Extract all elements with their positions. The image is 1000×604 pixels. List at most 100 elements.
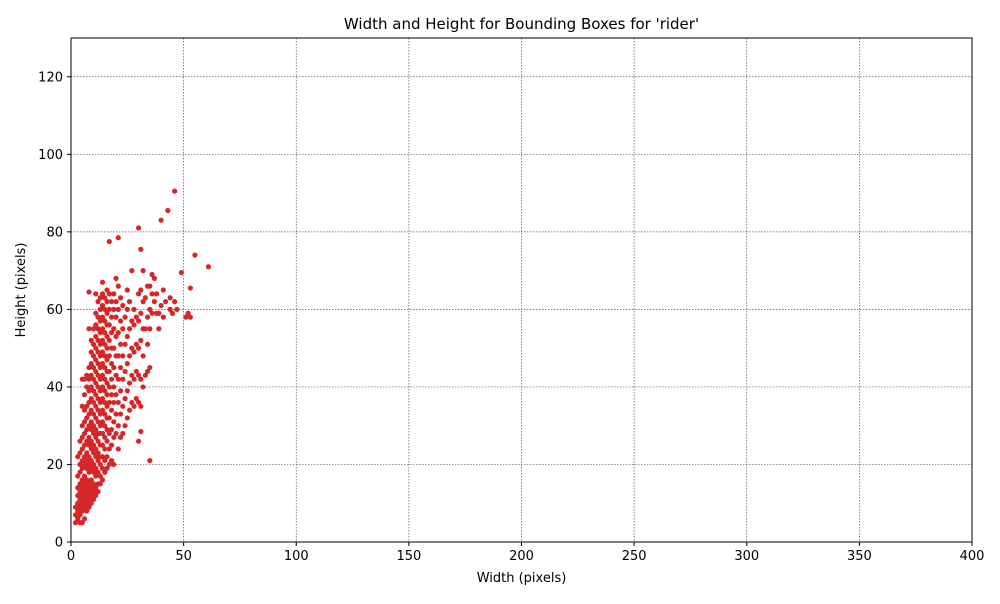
scatter-point [124, 333, 130, 340]
scatter-point [106, 461, 112, 468]
scatter-point [81, 376, 88, 382]
scatter-point [93, 392, 99, 398]
scatter-point [102, 411, 108, 417]
scatter-point [97, 481, 103, 487]
scatter-point [113, 275, 119, 281]
scatter-point [88, 500, 94, 506]
scatter-point [131, 376, 137, 382]
scatter-point [165, 207, 171, 214]
scatter-point [97, 330, 103, 336]
scatter-point [142, 326, 148, 332]
scatter-point [169, 310, 175, 316]
scatter-point [172, 188, 178, 194]
scatter-point [102, 341, 108, 347]
scatter-point [117, 295, 124, 301]
scatter-point [104, 465, 110, 471]
scatter-point [163, 299, 169, 305]
scatter-point [72, 512, 79, 518]
scatter-point [81, 489, 88, 495]
scatter-point [81, 407, 88, 413]
scatter-point [124, 415, 130, 421]
scatter-point [97, 423, 103, 429]
scatter-point [81, 454, 88, 460]
scatter-point [93, 473, 99, 479]
scatter-point [95, 384, 101, 390]
scatter-point [133, 314, 139, 320]
scatter-point [102, 295, 108, 301]
scatter-point [135, 318, 142, 324]
scatter-point [95, 438, 101, 444]
scatter-point [111, 434, 117, 440]
scatter-point [115, 283, 121, 289]
x-tick-label: 350 [847, 549, 872, 564]
y-tick-label: 80 [46, 225, 63, 240]
scatter-point [86, 481, 92, 487]
scatter-point [88, 419, 94, 425]
scatter-point [79, 423, 85, 429]
scatter-point [84, 500, 90, 506]
scatter-point [172, 299, 178, 305]
scatter-point [102, 469, 108, 475]
scatter-point [140, 268, 146, 274]
scatter-point [126, 326, 133, 332]
scatter-point [93, 454, 99, 460]
scatter-point [106, 322, 112, 328]
scatter-point [75, 473, 81, 479]
scatter-point [81, 392, 88, 398]
scatter-point [111, 291, 117, 297]
scatter-point [115, 446, 121, 452]
scatter-point [102, 399, 108, 406]
scatter-point [79, 520, 85, 526]
scatter-point [84, 415, 90, 421]
scatter-point [95, 326, 101, 332]
scatter-point [97, 318, 103, 324]
scatter-point [129, 318, 135, 324]
scatter-point [93, 357, 99, 363]
scatter-point [120, 376, 126, 382]
scatter-point [111, 461, 117, 468]
scatter-point [124, 388, 130, 394]
scatter-point [88, 438, 94, 444]
scatter-point [147, 326, 153, 332]
scatter-point [126, 353, 133, 359]
scatter-point [160, 314, 166, 320]
scatter-point [93, 403, 99, 409]
scatter-point [84, 403, 90, 409]
scatter-point [72, 504, 79, 510]
scatter-point [138, 310, 144, 316]
scatter-point [108, 457, 115, 464]
scatter-point [135, 438, 142, 444]
scatter-point [95, 349, 101, 355]
scatter-point [106, 238, 112, 245]
scatter-point [174, 306, 180, 312]
scatter-point [102, 318, 108, 324]
scatter-point [122, 341, 128, 347]
scatter-point [115, 353, 121, 359]
scatter-point [140, 353, 146, 359]
scatter-point [90, 450, 97, 456]
scatter-point [113, 392, 119, 398]
scatter-point [156, 310, 162, 316]
scatter-point [131, 403, 137, 409]
scatter-point [93, 291, 99, 297]
scatter-point [81, 504, 88, 510]
scatter-point [102, 446, 108, 452]
scatter-point [111, 384, 117, 390]
scatter-point [167, 306, 173, 312]
scatter-point [86, 442, 92, 448]
scatter-point [104, 345, 110, 351]
scatter-point [86, 434, 92, 440]
scatter-point [88, 485, 94, 491]
scatter-point [72, 520, 79, 526]
scatter-point [84, 384, 90, 390]
scatter-point [104, 403, 110, 409]
scatter-point [86, 388, 92, 394]
scatter-point [99, 372, 106, 378]
scatter-point [144, 314, 151, 320]
scatter-point [77, 450, 83, 456]
scatter-point [75, 516, 81, 522]
scatter-point [90, 442, 97, 448]
scatter-point [81, 430, 88, 437]
scatter-point [86, 489, 92, 495]
scatter-point [149, 291, 155, 297]
